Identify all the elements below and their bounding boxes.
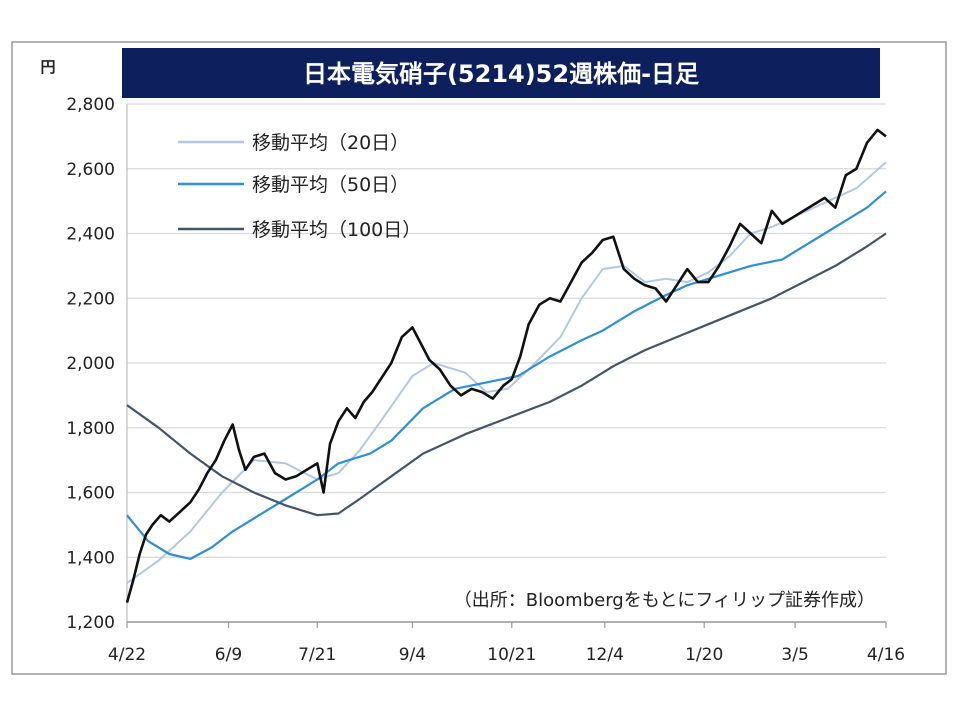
legend-label-2: 移動平均（100日） [252, 219, 421, 241]
series-line-1 [126, 190, 887, 561]
y-tick-label: 2,200 [66, 289, 115, 309]
x-tick-label: 10/21 [487, 645, 536, 665]
x-tick-label: 7/21 [298, 645, 336, 665]
x-tick-label: 4/16 [867, 645, 905, 665]
chart-title: 日本電気硝子(5214)52週株価-日足 [303, 60, 699, 88]
y-tick-label: 1,400 [66, 548, 115, 568]
x-tick-label: 6/9 [215, 645, 242, 665]
series-line-3 [125, 128, 887, 603]
legend-label-0: 移動平均（20日） [252, 132, 409, 154]
y-tick-label: 2,800 [66, 95, 115, 115]
y-tick-label: 1,600 [66, 484, 115, 504]
x-tick-label: 1/20 [685, 645, 723, 665]
y-tick-label: 1,200 [66, 613, 115, 633]
y-tick-label: 1,800 [66, 419, 115, 439]
series-lines [125, 128, 887, 603]
x-tick-label: 12/4 [586, 645, 624, 665]
chart-frame [11, 41, 947, 675]
y-unit-label: 円 [40, 58, 55, 76]
title-banner [122, 48, 880, 98]
legend: 移動平均（20日） 移動平均（50日） 移動平均（100日） [178, 132, 421, 241]
legend-label-1: 移動平均（50日） [252, 174, 409, 196]
source-note: （出所：Bloombergをもとにフィリップ証券作成） [454, 590, 875, 611]
axes: 1,200 1,400 1,600 1,800 2,000 2,200 2,400 2,600… [66, 95, 905, 665]
y-tick-label: 2,600 [66, 160, 115, 180]
y-tick-label: 2,000 [66, 354, 115, 374]
series-line-0 [126, 161, 887, 584]
x-tick-label: 9/4 [399, 645, 426, 665]
x-tick-label: 3/5 [781, 645, 808, 665]
y-tick-label: 2,400 [66, 225, 115, 245]
series-line-2 [126, 232, 887, 517]
x-tick-label: 4/22 [108, 645, 146, 665]
